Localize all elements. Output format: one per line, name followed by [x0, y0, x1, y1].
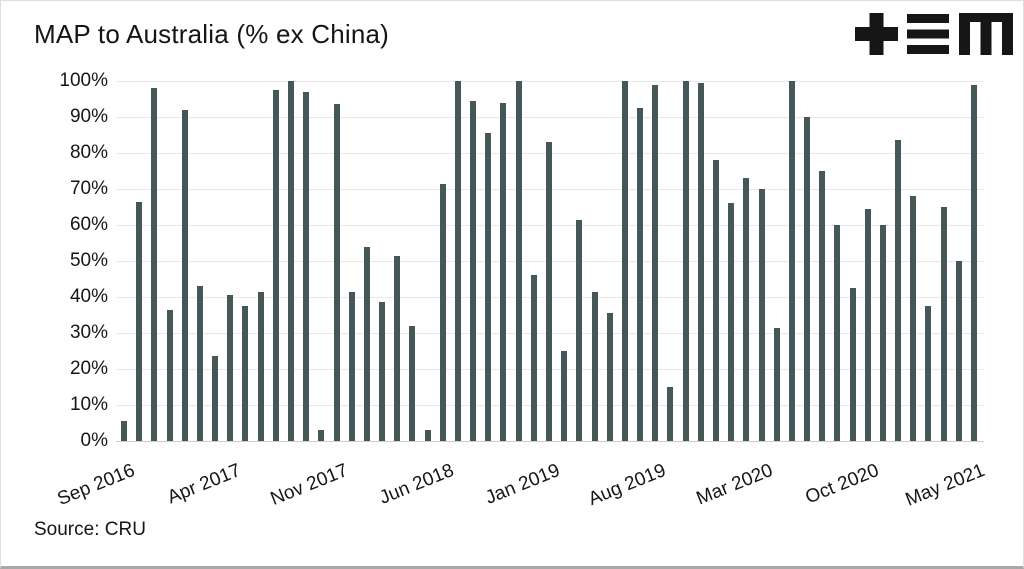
bar [955, 261, 962, 441]
y-axis-label: 30% [69, 322, 108, 343]
x-axis-label: Jun 2018 [376, 460, 457, 509]
bar [348, 291, 355, 441]
bar [121, 421, 127, 441]
bar [682, 81, 689, 441]
bar [439, 183, 446, 441]
bar [181, 109, 188, 441]
bar [849, 288, 856, 441]
bar [940, 207, 947, 441]
bar [363, 246, 370, 441]
bar [470, 100, 477, 441]
x-axis-label: May 2021 [902, 460, 988, 511]
bar [287, 81, 294, 441]
bar [303, 91, 310, 441]
bar [409, 325, 416, 441]
bar [379, 302, 386, 441]
gridline [116, 117, 984, 118]
bar [697, 82, 704, 441]
x-axis-label: Aug 2019 [585, 460, 670, 510]
y-axis-label: 0% [80, 430, 108, 451]
y-axis-label: 100% [59, 70, 108, 91]
bar [804, 117, 811, 441]
y-axis-label: 40% [69, 286, 108, 307]
bar [272, 90, 279, 441]
bar [621, 81, 628, 441]
bar [864, 208, 871, 441]
bar [895, 140, 902, 441]
bar [591, 291, 598, 441]
y-axis-label: 10% [69, 394, 108, 415]
bar [530, 275, 537, 441]
bar [485, 133, 492, 441]
x-axis-label: Mar 2020 [693, 460, 776, 510]
bar [652, 84, 659, 441]
bar [971, 84, 977, 441]
bar [819, 171, 826, 441]
bar [712, 160, 719, 441]
bar [318, 430, 325, 441]
x-axis-label: Jan 2019 [482, 460, 563, 509]
bar [743, 178, 750, 441]
bar [454, 81, 461, 441]
bar [500, 102, 507, 441]
tem-logo [855, 12, 1013, 61]
bar [637, 108, 644, 441]
chart-title: MAP to Australia (% ex China) [34, 19, 390, 49]
bar [196, 286, 203, 441]
bar [576, 219, 583, 441]
bar [136, 201, 143, 441]
y-axis-label: 50% [69, 250, 108, 271]
x-axis-label: Nov 2017 [267, 460, 351, 510]
bar [879, 225, 886, 441]
bar [773, 327, 780, 441]
x-axis-label: Apr 2017 [164, 460, 245, 509]
bar [227, 295, 234, 441]
x-axis-label: Oct 2020 [802, 460, 882, 509]
y-axis-label: 60% [69, 214, 108, 235]
bar [515, 81, 522, 441]
bar [333, 104, 340, 441]
bar [257, 291, 264, 441]
gridline [116, 81, 984, 82]
bar [606, 313, 613, 441]
tem-logo-glyphs [855, 13, 1013, 55]
y-axis-label: 20% [69, 358, 108, 379]
bar [667, 387, 674, 441]
y-axis-label: 90% [69, 106, 108, 127]
y-axis-label: 70% [69, 178, 108, 199]
bar [925, 306, 932, 441]
bar [910, 196, 917, 441]
source-note: Source: CRU [34, 519, 146, 540]
bar [394, 255, 401, 441]
gridline [116, 441, 984, 442]
bar [546, 142, 552, 441]
bar [242, 306, 249, 441]
bar [424, 430, 431, 441]
bar [788, 81, 795, 441]
x-axis-label: Sep 2016 [54, 460, 138, 510]
y-axis-label: 80% [69, 142, 108, 163]
bar [151, 88, 158, 441]
bar [561, 351, 568, 441]
bar [166, 309, 173, 441]
bar [728, 203, 735, 441]
logo-bars-icon [907, 14, 949, 23]
bar [834, 225, 841, 441]
bar [212, 356, 219, 441]
bar [758, 189, 765, 441]
